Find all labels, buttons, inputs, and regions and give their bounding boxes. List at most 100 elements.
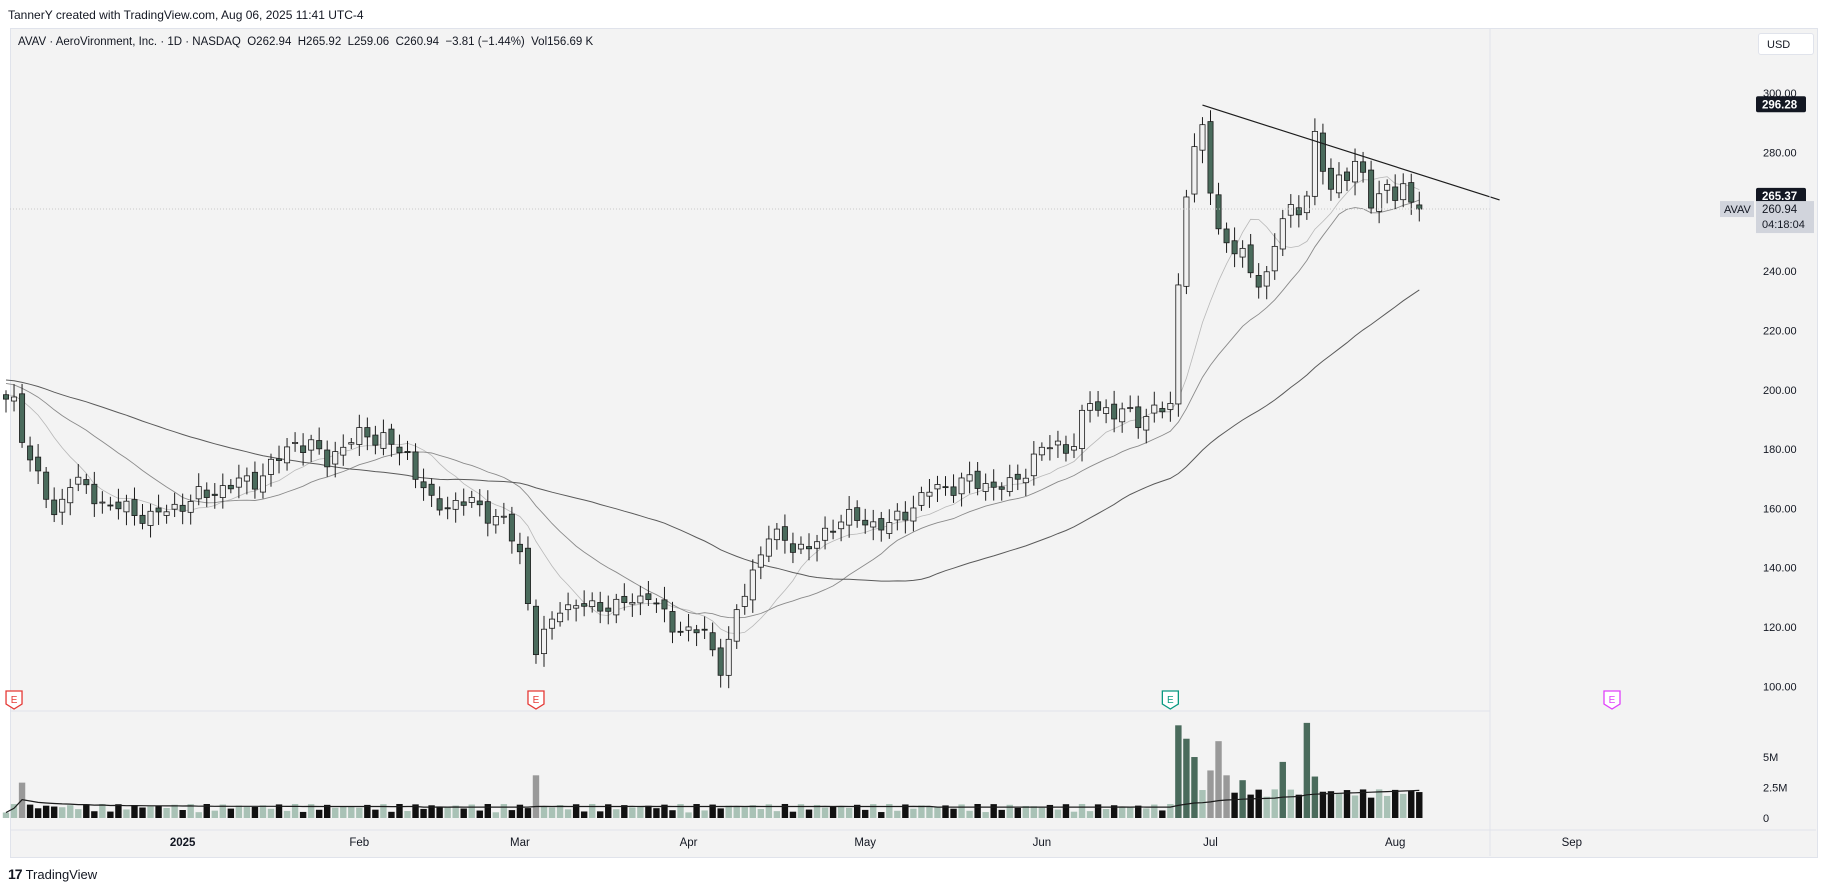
- candle-body: [1014, 473, 1021, 480]
- volume-bar: [1367, 797, 1375, 818]
- candle: [1062, 435, 1069, 462]
- volume-bar: [10, 804, 18, 818]
- candle: [1400, 173, 1407, 208]
- volume-bar: [307, 804, 315, 818]
- symbol-tag-bg: [1720, 201, 1754, 218]
- candle-body: [958, 477, 965, 495]
- candle-body: [259, 475, 266, 493]
- candle-body: [781, 526, 788, 541]
- volume-bar: [1175, 725, 1182, 818]
- volume-bar: [1167, 804, 1174, 818]
- volume-bar: [428, 805, 435, 818]
- volume-bar: [926, 806, 933, 818]
- candle-body: [332, 451, 339, 465]
- candle: [468, 490, 475, 508]
- candle: [444, 496, 451, 520]
- candle-body: [1327, 167, 1334, 190]
- candle: [508, 506, 515, 554]
- volume-bar: [669, 810, 676, 818]
- volume-bar: [1191, 757, 1198, 818]
- currency-selector[interactable]: USD: [1758, 33, 1814, 55]
- candle: [251, 461, 258, 499]
- volume-bar: [621, 805, 628, 818]
- candle-body: [1030, 453, 1037, 477]
- candle-body: [51, 499, 58, 516]
- volume-bar: [315, 809, 323, 818]
- volume-bar: [1143, 808, 1150, 818]
- candle: [35, 444, 42, 485]
- candle-body: [203, 489, 210, 498]
- candle: [693, 624, 700, 647]
- time-axis: 2025 Feb Mar Apr May Jun Jul Aug Sep: [170, 837, 1582, 849]
- candle: [1327, 158, 1334, 201]
- volume-bar: [1247, 794, 1254, 818]
- candle: [733, 604, 740, 649]
- candle-body: [725, 638, 732, 676]
- volume-bar: [661, 804, 668, 818]
- candle: [420, 468, 427, 501]
- trend-price-tag-bg: [1756, 96, 1806, 113]
- candle-body: [854, 507, 861, 521]
- candle-body: [942, 486, 949, 489]
- candle-body: [1167, 403, 1174, 410]
- candle: [1046, 435, 1053, 461]
- candle-body: [757, 554, 764, 568]
- candle-body: [460, 501, 467, 506]
- volume-bar: [340, 806, 347, 818]
- candle-body: [1376, 193, 1383, 212]
- price-tick-label: 220.00: [1763, 325, 1797, 337]
- candle: [195, 473, 202, 506]
- volume-bar: [259, 805, 267, 818]
- candle-body: [99, 501, 106, 504]
- candle-body: [1151, 404, 1158, 414]
- candle-body: [605, 607, 612, 612]
- candle-body: [1062, 444, 1069, 454]
- candle-body: [508, 513, 515, 542]
- candle: [235, 464, 242, 499]
- volume-bar: [1078, 803, 1086, 818]
- candle: [1006, 464, 1013, 497]
- volume-bar: [476, 810, 483, 818]
- volume-bar: [123, 809, 130, 818]
- candle-body: [1127, 407, 1134, 409]
- candle: [1054, 430, 1061, 458]
- candle: [139, 504, 146, 530]
- earnings-marker: E: [5, 690, 23, 710]
- candle: [211, 483, 218, 509]
- candle-body: [1215, 194, 1222, 230]
- candle: [1199, 117, 1206, 164]
- volume-bar: [1263, 796, 1270, 818]
- tradingview-logo[interactable]: 17 TradingView: [8, 866, 97, 882]
- volume-bar: [1319, 791, 1327, 818]
- candle: [1239, 240, 1246, 268]
- candle: [115, 488, 122, 520]
- volume-bar: [837, 805, 845, 818]
- candle: [428, 478, 435, 507]
- candle: [990, 469, 997, 501]
- earnings-label: E: [1167, 695, 1174, 706]
- tradingview-logo-text: TradingView: [25, 866, 98, 882]
- symbol-tag: AVAV: [1724, 204, 1752, 216]
- candle-body: [741, 595, 748, 607]
- volume-bar: [870, 804, 877, 818]
- volume-bar: [107, 811, 114, 818]
- countdown-tag: 04:18:04: [1762, 219, 1805, 231]
- candle-body: [27, 445, 34, 461]
- candle-body: [155, 507, 162, 513]
- volume-bar: [50, 806, 58, 818]
- candle: [460, 488, 467, 516]
- candle: [1360, 151, 1367, 183]
- volume-bar: [187, 804, 194, 818]
- candle-body: [380, 432, 387, 449]
- candle-body: [468, 497, 475, 503]
- volume-bar: [886, 803, 893, 818]
- candle: [524, 536, 531, 611]
- candle-body: [709, 632, 716, 651]
- candle: [1030, 441, 1037, 486]
- candle-body: [677, 630, 684, 633]
- candle-body: [765, 538, 772, 557]
- candle-body: [308, 439, 315, 451]
- candle-body: [878, 518, 885, 531]
- candle: [43, 467, 50, 509]
